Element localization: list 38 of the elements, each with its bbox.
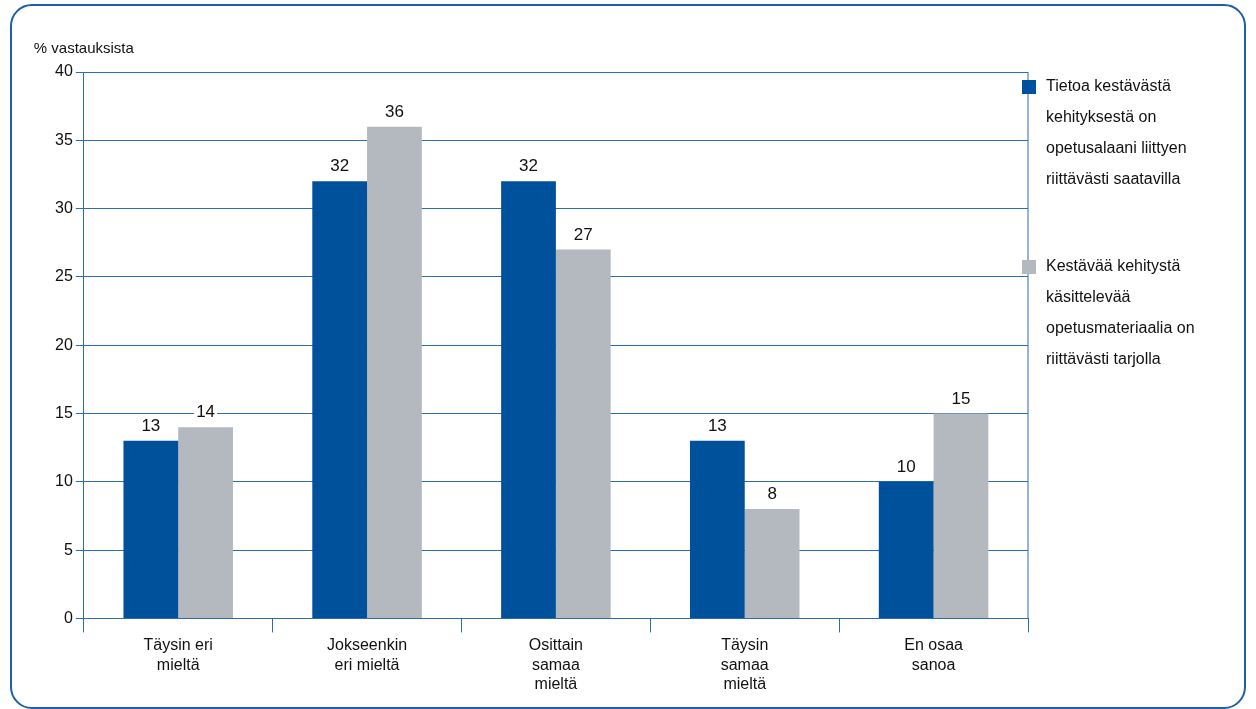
legend-label: Tietoa kestävästä kehityksestä on opetusalaani liittyen riittävästi saatavilla: [1046, 76, 1188, 189]
data-label: 32: [330, 156, 350, 176]
y-tick-label: 40: [55, 62, 73, 80]
data-label: 15: [951, 388, 971, 408]
data-label: 36: [384, 101, 404, 121]
data-label: 27: [573, 224, 593, 244]
y-tick-label: 10: [55, 472, 73, 490]
data-label: 8: [767, 484, 777, 504]
y-tick-label: 30: [55, 199, 73, 217]
y-tick-label: 20: [55, 335, 73, 353]
data-label: 32: [519, 156, 538, 176]
y-tick-label: 15: [55, 403, 73, 421]
bar: [501, 181, 556, 618]
data-label: 14: [196, 402, 216, 422]
y-axis-title: % vastauksista: [33, 38, 135, 56]
x-tick-label: En osaa sanoa: [904, 636, 964, 673]
bar: [123, 440, 179, 618]
x-tick-label: Osittain samaa mieltä: [528, 636, 584, 692]
bar: [312, 181, 368, 618]
bar: [555, 249, 611, 618]
data-label: 10: [896, 456, 916, 476]
bar: [367, 126, 422, 618]
data-label: 13: [707, 416, 727, 436]
y-tick-label: 0: [63, 608, 73, 626]
y-tick-label: 5: [63, 540, 73, 558]
bar: [933, 413, 989, 618]
legend-label: Kestävää kehitystä käsittelevää opetusmateriaalia on riittävästi tarjolla: [1046, 256, 1196, 369]
x-tick-label: Jokseenkin eri mieltä: [327, 636, 408, 673]
x-tick-label: Täysin samaa mieltä: [720, 636, 769, 692]
bar: [878, 481, 934, 618]
y-tick-label: 25: [55, 267, 73, 285]
y-tick-label: 35: [55, 130, 73, 148]
bar: [178, 427, 233, 618]
x-tick-label: Täysin eri mieltä: [143, 636, 213, 673]
bar: [689, 440, 745, 618]
data-label: 13: [141, 416, 161, 436]
bar: [744, 509, 800, 618]
rounded-frame: Täysin eri mieltä Jokseenkin eri mieltä Osittain samaa mieltä Täysin samaa mieltä En osaa sanoa 0 5 10 15 20 25 30 35 40 13 32 32 13 10 14 36 27 8 15 % vastauksista Tietoa kestävästä kehityksestä on opetusalaani liittyen riittävästi saatavilla Kestävää kehitystä käsittelevää opetusmateriaalia on riittävästi tarjolla: [10, 4, 1246, 709]
